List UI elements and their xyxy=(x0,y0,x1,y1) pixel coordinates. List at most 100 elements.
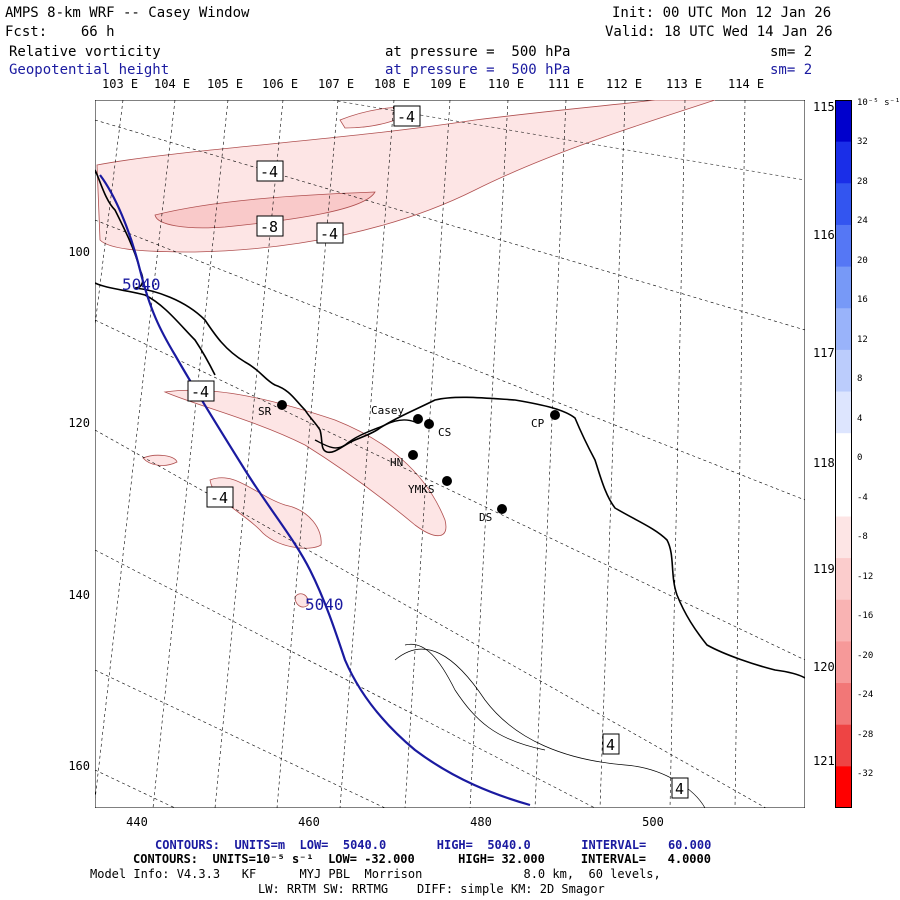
coastline xyxy=(314,419,416,449)
colorbar-swatch xyxy=(835,433,852,476)
lon-label: 114 E xyxy=(728,77,765,91)
colorbar-label: 20 xyxy=(857,255,868,266)
vorticity-region xyxy=(294,593,309,608)
colorbar-label: -28 xyxy=(857,729,874,740)
station-label: CS xyxy=(438,426,451,439)
vorticity-region xyxy=(154,191,376,229)
colorbar-label: 16 xyxy=(857,295,868,305)
stations xyxy=(277,400,560,514)
vort-label: -4 xyxy=(320,225,338,243)
colorbar-swatch xyxy=(835,766,852,808)
model-info: Model Info: V4.3.3 KF MYJ PBL Morrison 8… xyxy=(90,867,661,881)
colorbar-frame xyxy=(835,100,852,808)
lon-label: 106 E xyxy=(262,77,299,91)
field1-name: Relative vorticity xyxy=(9,44,161,60)
longitude-gridlines xyxy=(95,100,746,808)
lon-label: 107 E xyxy=(318,77,355,91)
contours-height-info: CONTOURS: UNITS=m LOW= 5040.0 HIGH= 5040… xyxy=(155,838,712,852)
colorbar-label: 12 xyxy=(857,334,868,345)
y-axis-label: 160 xyxy=(68,759,90,773)
colorbar-swatch xyxy=(835,516,852,559)
forecast-hour: Fcst: 66 h xyxy=(5,24,115,40)
x-axis-label: 460 xyxy=(298,815,320,829)
colorbar-swatch xyxy=(835,266,852,309)
y-axis-label: 120 xyxy=(68,416,90,430)
vorticity-region xyxy=(163,389,447,537)
lon-label: 113 E xyxy=(666,77,703,91)
latitude-gridlines xyxy=(95,100,805,808)
height-contour xyxy=(99,174,531,807)
lon-label: 104 E xyxy=(154,77,191,91)
colorbar-swatch xyxy=(835,683,852,726)
colorbar-swatch xyxy=(835,391,852,434)
x-axis-label: 440 xyxy=(126,815,148,829)
colorbar-swatch xyxy=(835,724,852,767)
valid-time: Valid: 18 UTC Wed 14 Jan 26 xyxy=(605,24,833,40)
colorbar-label: -16 xyxy=(857,611,874,621)
colorbar-label: 32 xyxy=(857,137,868,147)
colorbar-swatch xyxy=(835,224,852,268)
colorbar-label: -12 xyxy=(857,571,874,582)
height-label: 5040 xyxy=(305,595,344,614)
model-physics: LW: RRTM SW: RRTMG DIFF: simple KM: 2D S… xyxy=(258,882,605,896)
colorbar-swatch xyxy=(835,474,852,517)
colorbar-label: -32 xyxy=(857,769,874,779)
y-axis-label: 100 xyxy=(68,245,90,259)
colorbar-label: 24 xyxy=(857,216,868,226)
field2-pressure: at pressure = 500 hPa xyxy=(385,62,571,78)
map-plot: -4 -4 -8 -4 -4 -4 4 4 5040 5040 SR Casey… xyxy=(95,100,805,808)
lon-label: 110 E xyxy=(488,77,525,91)
field2-name: Geopotential height xyxy=(9,62,170,78)
colorbar-swatch xyxy=(835,100,852,143)
station-label: CP xyxy=(531,417,545,430)
vorticity-contour xyxy=(404,643,546,751)
lon-label: 111 E xyxy=(548,77,585,91)
station-label: YMKS xyxy=(408,483,435,496)
x-axis-label: 500 xyxy=(642,815,664,829)
colorbar-swatch xyxy=(835,349,852,393)
colorbar-label: -4 xyxy=(857,492,868,503)
lon-label: 105 E xyxy=(207,77,244,91)
colorbar xyxy=(835,100,852,808)
vort-label: 4 xyxy=(675,780,684,798)
vort-label: -4 xyxy=(210,489,228,507)
vort-label: -4 xyxy=(260,163,278,181)
colorbar-swatch xyxy=(835,308,852,351)
contours-vorticity-info: CONTOURS: UNITS=10⁻⁵ s⁻¹ LOW= -32.000 HI… xyxy=(133,852,711,866)
vorticity-region xyxy=(142,454,178,466)
colorbar-unit: 10⁻⁵ s⁻¹ xyxy=(857,98,900,108)
station-label: Casey xyxy=(371,404,404,417)
vort-label: -4 xyxy=(191,383,209,401)
colorbar-label: 4 xyxy=(857,413,863,424)
lon-label: 108 E xyxy=(374,77,411,91)
field1-pressure: at pressure = 500 hPa xyxy=(385,44,571,60)
colorbar-label: -8 xyxy=(857,532,868,542)
colorbar-label: -24 xyxy=(857,690,874,700)
station-label: HN xyxy=(390,456,403,469)
x-axis-label: 480 xyxy=(470,815,492,829)
coastline xyxy=(95,282,216,376)
colorbar-swatch xyxy=(835,183,852,226)
lon-label: 112 E xyxy=(606,77,643,91)
colorbar-swatch xyxy=(835,558,852,601)
chart-title: AMPS 8-km WRF -- Casey Window xyxy=(5,5,250,21)
lon-label: 103 E xyxy=(102,77,139,91)
vort-label: -4 xyxy=(397,108,415,126)
init-time: Init: 00 UTC Mon 12 Jan 26 xyxy=(612,5,832,21)
lon-label: 109 E xyxy=(430,77,467,91)
colorbar-swatch xyxy=(835,141,852,184)
station-label: SR xyxy=(258,405,272,418)
vorticity-region xyxy=(209,477,322,549)
colorbar-swatch xyxy=(835,641,852,684)
station-label: DS xyxy=(479,511,492,524)
vort-label: -8 xyxy=(260,218,278,236)
colorbar-swatch xyxy=(835,599,852,642)
field2-smoothing: sm= 2 xyxy=(770,62,813,78)
field1-smoothing: sm= 2 xyxy=(770,44,813,60)
vorticity-contour xyxy=(394,648,706,808)
y-axis-label: 140 xyxy=(68,588,90,602)
height-label: 5040 xyxy=(122,275,161,294)
colorbar-label: -20 xyxy=(857,650,874,661)
vort-label: 4 xyxy=(606,736,615,754)
colorbar-label: 8 xyxy=(857,374,863,384)
